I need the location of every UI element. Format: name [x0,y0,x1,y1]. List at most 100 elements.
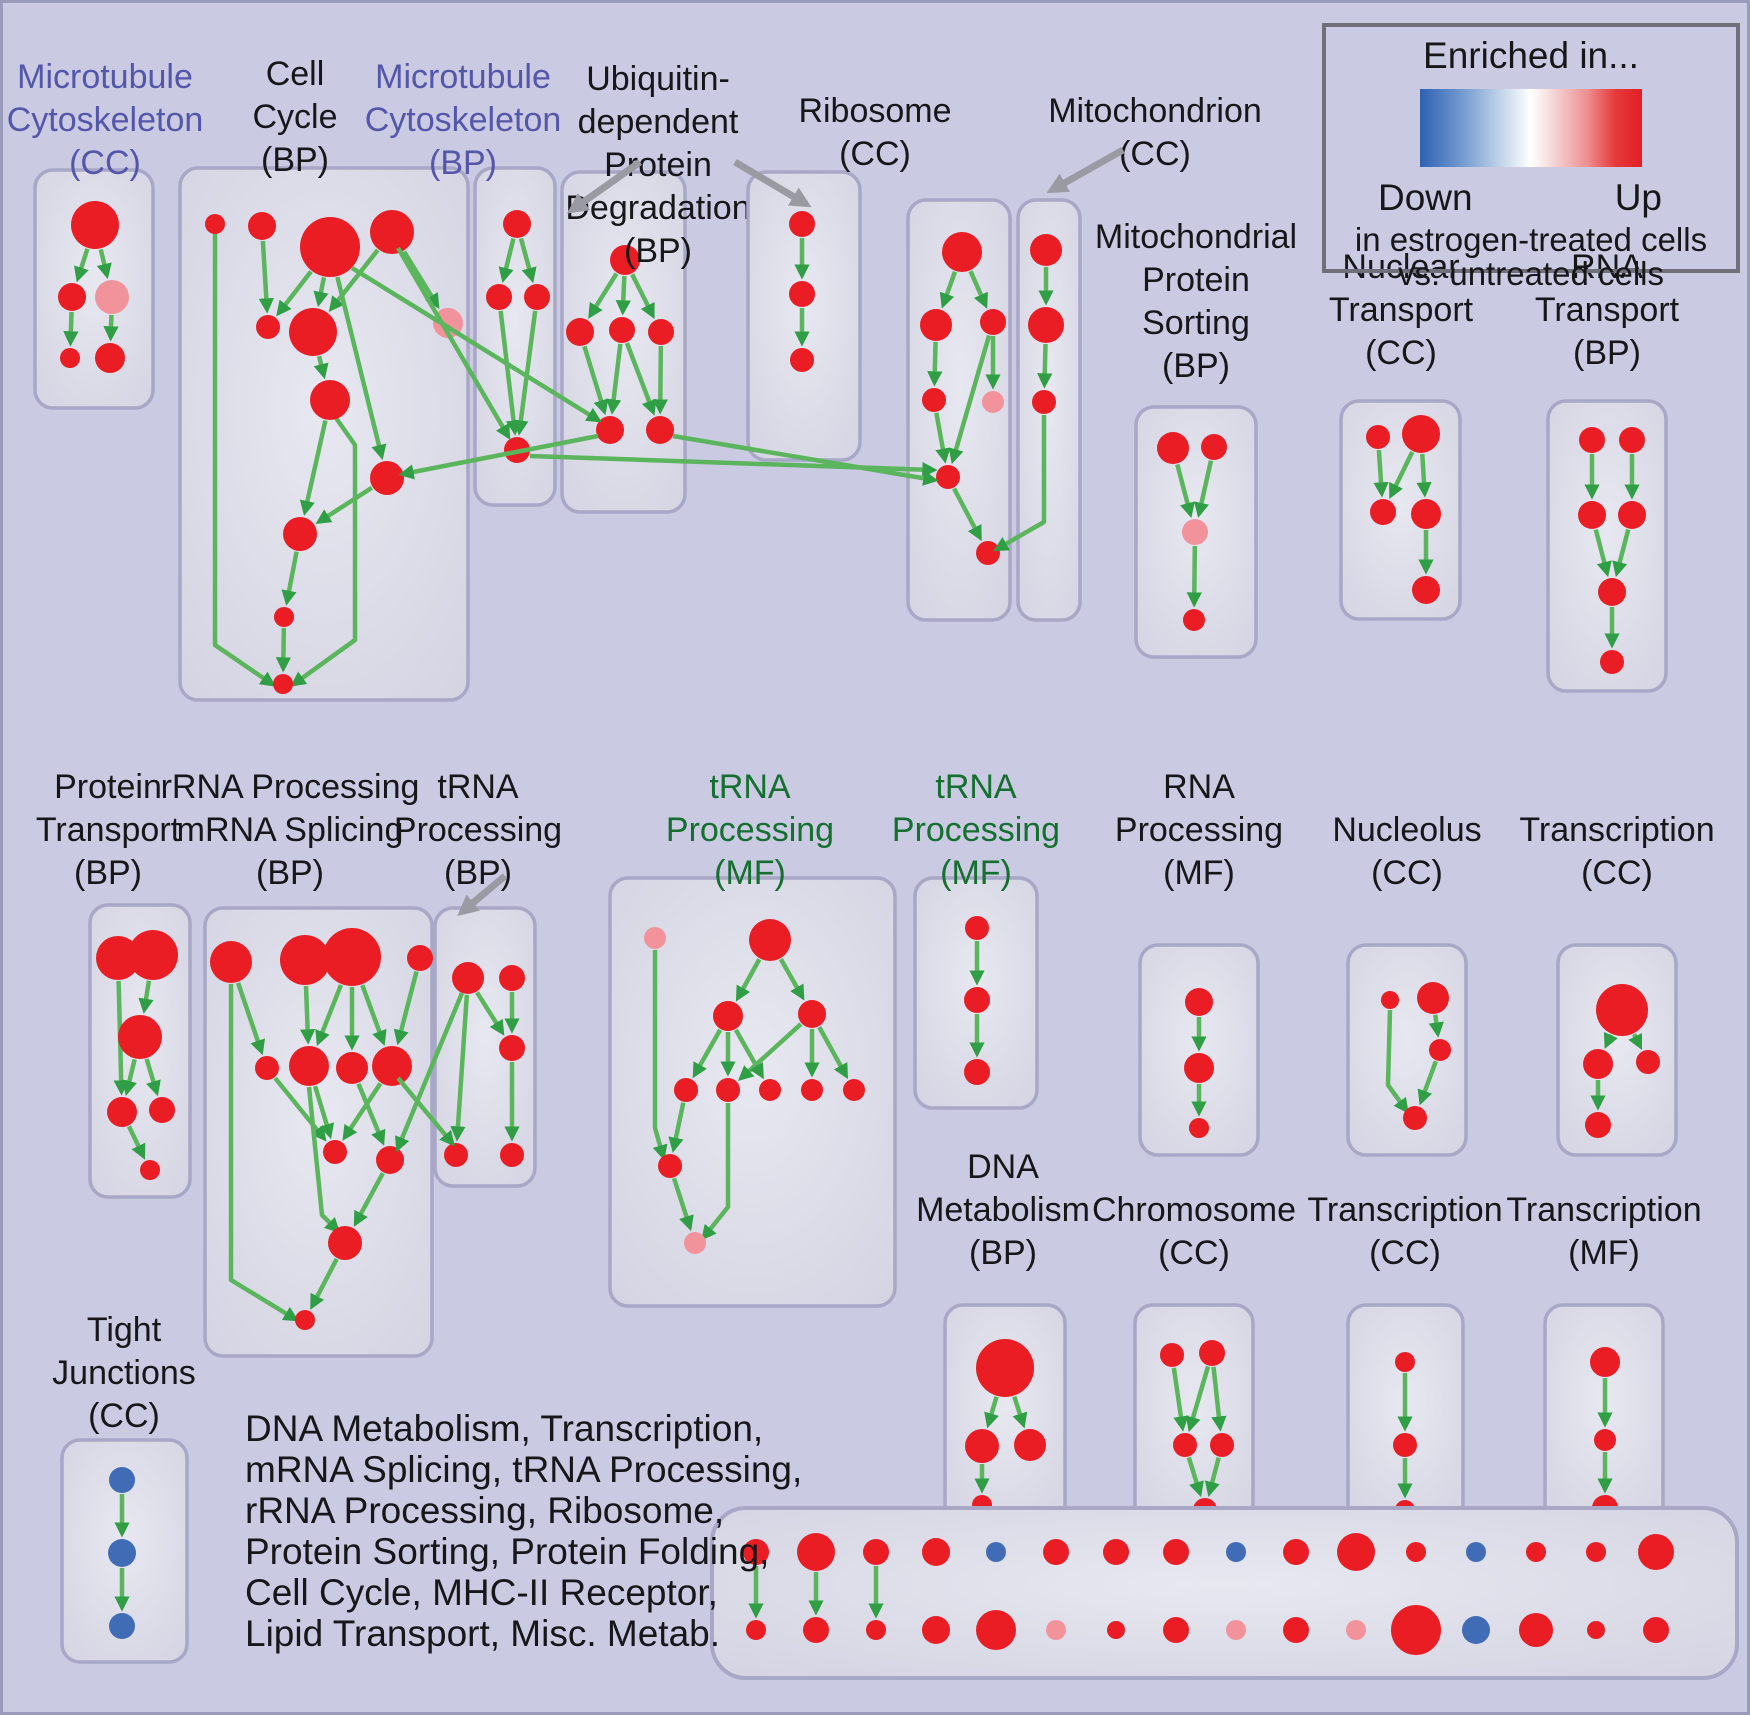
edge-arrow [450,994,470,1142]
edge-arrow [315,984,344,1047]
pointer-arrow [457,873,508,917]
go-term-node [1417,982,1449,1014]
go-term-node [1046,1620,1066,1640]
go-term-node [1185,988,1213,1016]
go-term-node [1283,1539,1309,1565]
panel-label: Protein [54,768,162,806]
panel-chromosome-cc: Chromosome (CC) [1092,1191,1296,1525]
go-term-node [790,348,814,372]
misc-categories-text: DNA Metabolism, Transcription, mRNA Spli… [245,1408,803,1654]
edge-arrow [733,1028,764,1080]
panel-box [710,1506,1739,1680]
edge-arrow [1385,1009,1409,1114]
panel-label: (BP) [1573,334,1641,372]
panel-label: (CC) [69,144,141,182]
edge-arrow [396,1076,455,1147]
edge-arrow [281,551,299,606]
go-term-node [964,987,990,1013]
panel-box [473,166,557,507]
panel-label: Transport [36,811,181,849]
panel-label: Microtubule [375,58,551,96]
go-term-node [1283,1617,1309,1643]
panel-label: dependent [578,103,739,141]
panel-label: Transcription [1307,1191,1502,1229]
label-pointers [457,146,1125,917]
panel-ubiquitin-degradation-bp-right [746,170,862,462]
go-term-node [1578,501,1606,529]
panel-label: Tight [87,1311,162,1349]
edge-arrow [606,343,623,415]
edge-arrow [1417,1060,1438,1106]
go-term-node [71,201,119,249]
edge-arrow [948,334,992,465]
go-term-node [1585,1112,1611,1138]
edge-arrow [927,341,943,387]
edge-arrow [588,272,619,319]
go-term-node [1346,1620,1366,1640]
go-term-node [1210,1433,1234,1457]
panel-label: (MF) [940,854,1012,892]
go-term-node [746,1620,766,1640]
go-term-node [1596,984,1648,1036]
go-term-node [1226,1542,1246,1562]
panel-label: (BP) [444,854,512,892]
go-term-node [1030,234,1062,266]
panel-label: Nucleolus [1332,811,1481,849]
go-term-node [95,343,125,373]
panel-label: Cytoskeleton [7,101,204,139]
edge-arrow [1186,545,1202,608]
go-term-node [499,965,525,991]
go-term-node [1600,650,1624,674]
go-term-node [1370,499,1396,525]
edge-arrow [299,420,328,517]
go-term-node [980,309,1006,335]
go-term-node [1393,1433,1417,1457]
go-term-node [658,1154,682,1178]
go-term-node [95,280,129,314]
panel-label: Transcription [1506,1191,1701,1229]
panel-label: rRNA Processing [161,768,420,806]
go-term-node [58,283,86,311]
go-term-node [107,1097,137,1127]
panel-box [1546,399,1668,693]
go-term-node [1587,1621,1605,1639]
go-term-node [789,211,815,237]
panel-label: (BP) [74,854,142,892]
edge-arrow [290,416,358,687]
go-term-node [674,1078,698,1102]
edge-arrow [103,314,119,342]
legend-caption-line2: vs. untreated cells [1398,255,1664,292]
go-term-node [1183,609,1205,631]
go-term-node [1526,1542,1546,1562]
go-term-node [1618,501,1646,529]
panel-label: Cytoskeleton [365,101,562,139]
panel-label: Sorting [1142,304,1250,342]
panel-label: Mitochondrial [1095,218,1297,256]
go-term-node [323,928,381,986]
edge-arrow [624,342,657,416]
pointer-arrow [566,159,643,214]
go-term-node [797,1533,835,1571]
panel-box [943,1303,1067,1525]
go-term-node [486,284,512,310]
edge-arrow [312,1085,335,1140]
panel-tight-junctions-cc: Tight Junctions (CC) [52,1311,196,1664]
edge-arrow [396,246,511,440]
legend-gradient-bar [1420,89,1642,167]
edge-arrow [615,275,631,316]
edge-arrow [96,248,112,280]
panel-nucleolus-cc: Nucleolus (CC) [1332,811,1482,1157]
panel-label: (CC) [839,135,911,173]
pointer-arrow [1046,146,1125,194]
panel-box [33,168,155,410]
go-term-node [289,308,337,356]
panel-label: (CC) [1158,1234,1230,1272]
panel-label: tRNA [709,768,791,806]
panel-box [1556,943,1678,1157]
go-term-node [1199,1340,1225,1366]
edge-arrow [306,1086,341,1234]
go-term-node [1184,1053,1214,1083]
go-term-node [1391,1605,1441,1655]
panel-ribosome-cc: Ribosome (CC) [798,92,1012,622]
edge-arrow [735,958,762,1002]
